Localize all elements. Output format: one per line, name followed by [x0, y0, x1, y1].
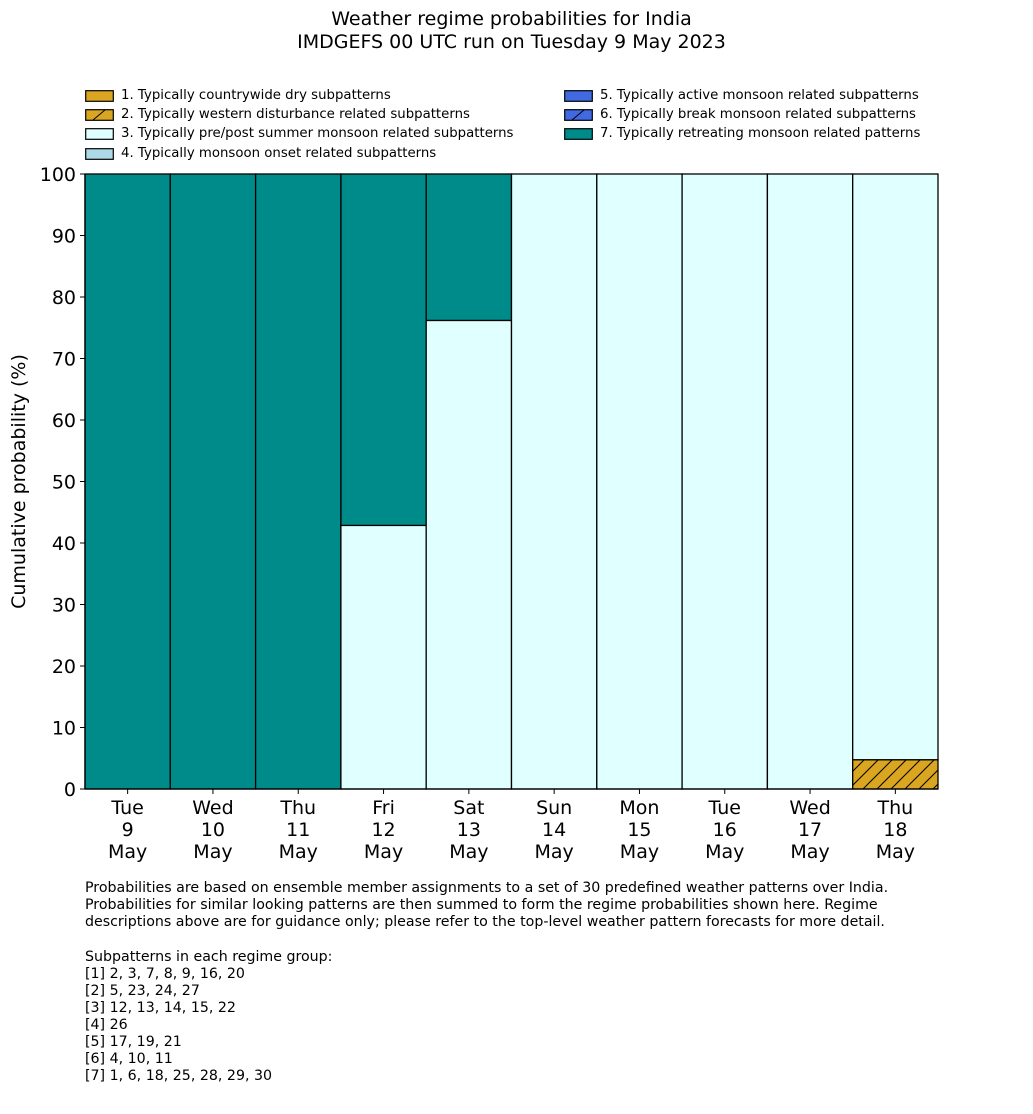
x-tick-label: Wed 17 May [789, 797, 830, 863]
legend-swatch [85, 108, 114, 121]
legend-item-regime-1: 1. Typically countrywide dry subpatterns [85, 86, 391, 105]
y-tick-label: 70 [52, 349, 76, 371]
y-tick-label: 50 [52, 472, 76, 494]
legend-item-regime-7: 7. Typically retreating monsoon related … [564, 124, 920, 143]
bar-segment-regime-3 [766, 173, 854, 790]
y-tick-label: 0 [64, 779, 76, 801]
x-tick-label: Sat 13 May [449, 797, 488, 863]
x-tick-label: Fri 12 May [364, 797, 403, 863]
legend-swatch [564, 127, 593, 140]
y-tick-label: 20 [52, 656, 76, 678]
legend-swatch [85, 147, 114, 160]
legend-label: 6. Typically break monsoon related subpa… [600, 107, 916, 122]
x-tick-label: Sun 14 May [535, 797, 574, 863]
stacked-bar-chart: Tue 9 May Wed 10 May Thu 11 May Fri 12 May Sat 13 May S… [8, 164, 939, 863]
legend-swatch [564, 89, 593, 102]
x-tick-label: Wed 10 May [192, 797, 233, 863]
footnote-paragraph: Probabilities are based on ensemble memb… [85, 880, 889, 930]
y-tick-label: 30 [52, 595, 76, 617]
legend-label: 3. Typically pre/post summer monsoon rel… [121, 126, 514, 141]
bar-segment-regime-3 [425, 319, 513, 790]
legend-item-regime-6: 6. Typically break monsoon related subpa… [564, 105, 916, 124]
legend-label: 7. Typically retreating monsoon related … [600, 126, 921, 141]
y-tick-label: 10 [52, 718, 76, 740]
bar-segment-regime-7 [84, 173, 171, 790]
chart-title: Weather regime probabilities for India [331, 8, 692, 30]
bar-segment-regime-3 [596, 173, 683, 790]
legend-label: 4. Typically monsoon onset related subpa… [121, 146, 437, 161]
y-tick-label: 100 [40, 164, 76, 186]
bar-segment-regime-3 [681, 173, 769, 790]
legend-swatch [85, 89, 114, 102]
bar-segment-regime-3 [510, 173, 598, 790]
footnote-subpattern-groups: Subpatterns in each regime group: [1] 2,… [85, 949, 333, 1084]
bar-segment-regime-7 [169, 173, 257, 790]
legend-item-regime-2: 2. Typically western disturbance related… [85, 105, 470, 124]
x-tick-label: Tue 9 May [108, 797, 147, 863]
legend-item-regime-5: 5. Typically active monsoon related subp… [564, 86, 919, 105]
y-axis-label: Cumulative probability (%) [8, 354, 30, 609]
legend-item-regime-3: 3. Typically pre/post summer monsoon rel… [85, 124, 513, 143]
y-tick-label: 40 [52, 533, 76, 555]
legend-label: 1. Typically countrywide dry subpatterns [121, 88, 391, 103]
x-tick-label: Mon 15 May [619, 797, 659, 863]
legend-swatch [564, 108, 593, 121]
x-tick-label: Tue 16 May [705, 797, 744, 863]
bar-segment-regime-7 [254, 173, 342, 790]
bar-segment-regime-3 [340, 524, 427, 790]
bar-segment-regime-3 [852, 173, 939, 761]
bar-hatch-regime-2 [852, 759, 938, 789]
y-tick-label: 80 [52, 287, 76, 309]
legend-label: 5. Typically active monsoon related subp… [600, 88, 919, 103]
legend-swatch [85, 127, 114, 140]
legend-item-regime-4: 4. Typically monsoon onset related subpa… [85, 144, 436, 163]
legend-label: 2. Typically western disturbance related… [121, 107, 470, 122]
x-tick-label: Thu 18 May [876, 797, 915, 863]
y-tick-label: 90 [52, 226, 76, 248]
chart-subtitle: IMDGEFS 00 UTC run on Tuesday 9 May 2023 [297, 31, 726, 53]
bar-segment-regime-7 [340, 173, 427, 527]
bar-segment-regime-7 [425, 173, 513, 322]
y-tick-label: 60 [52, 410, 76, 432]
x-tick-label: Thu 11 May [279, 797, 318, 863]
